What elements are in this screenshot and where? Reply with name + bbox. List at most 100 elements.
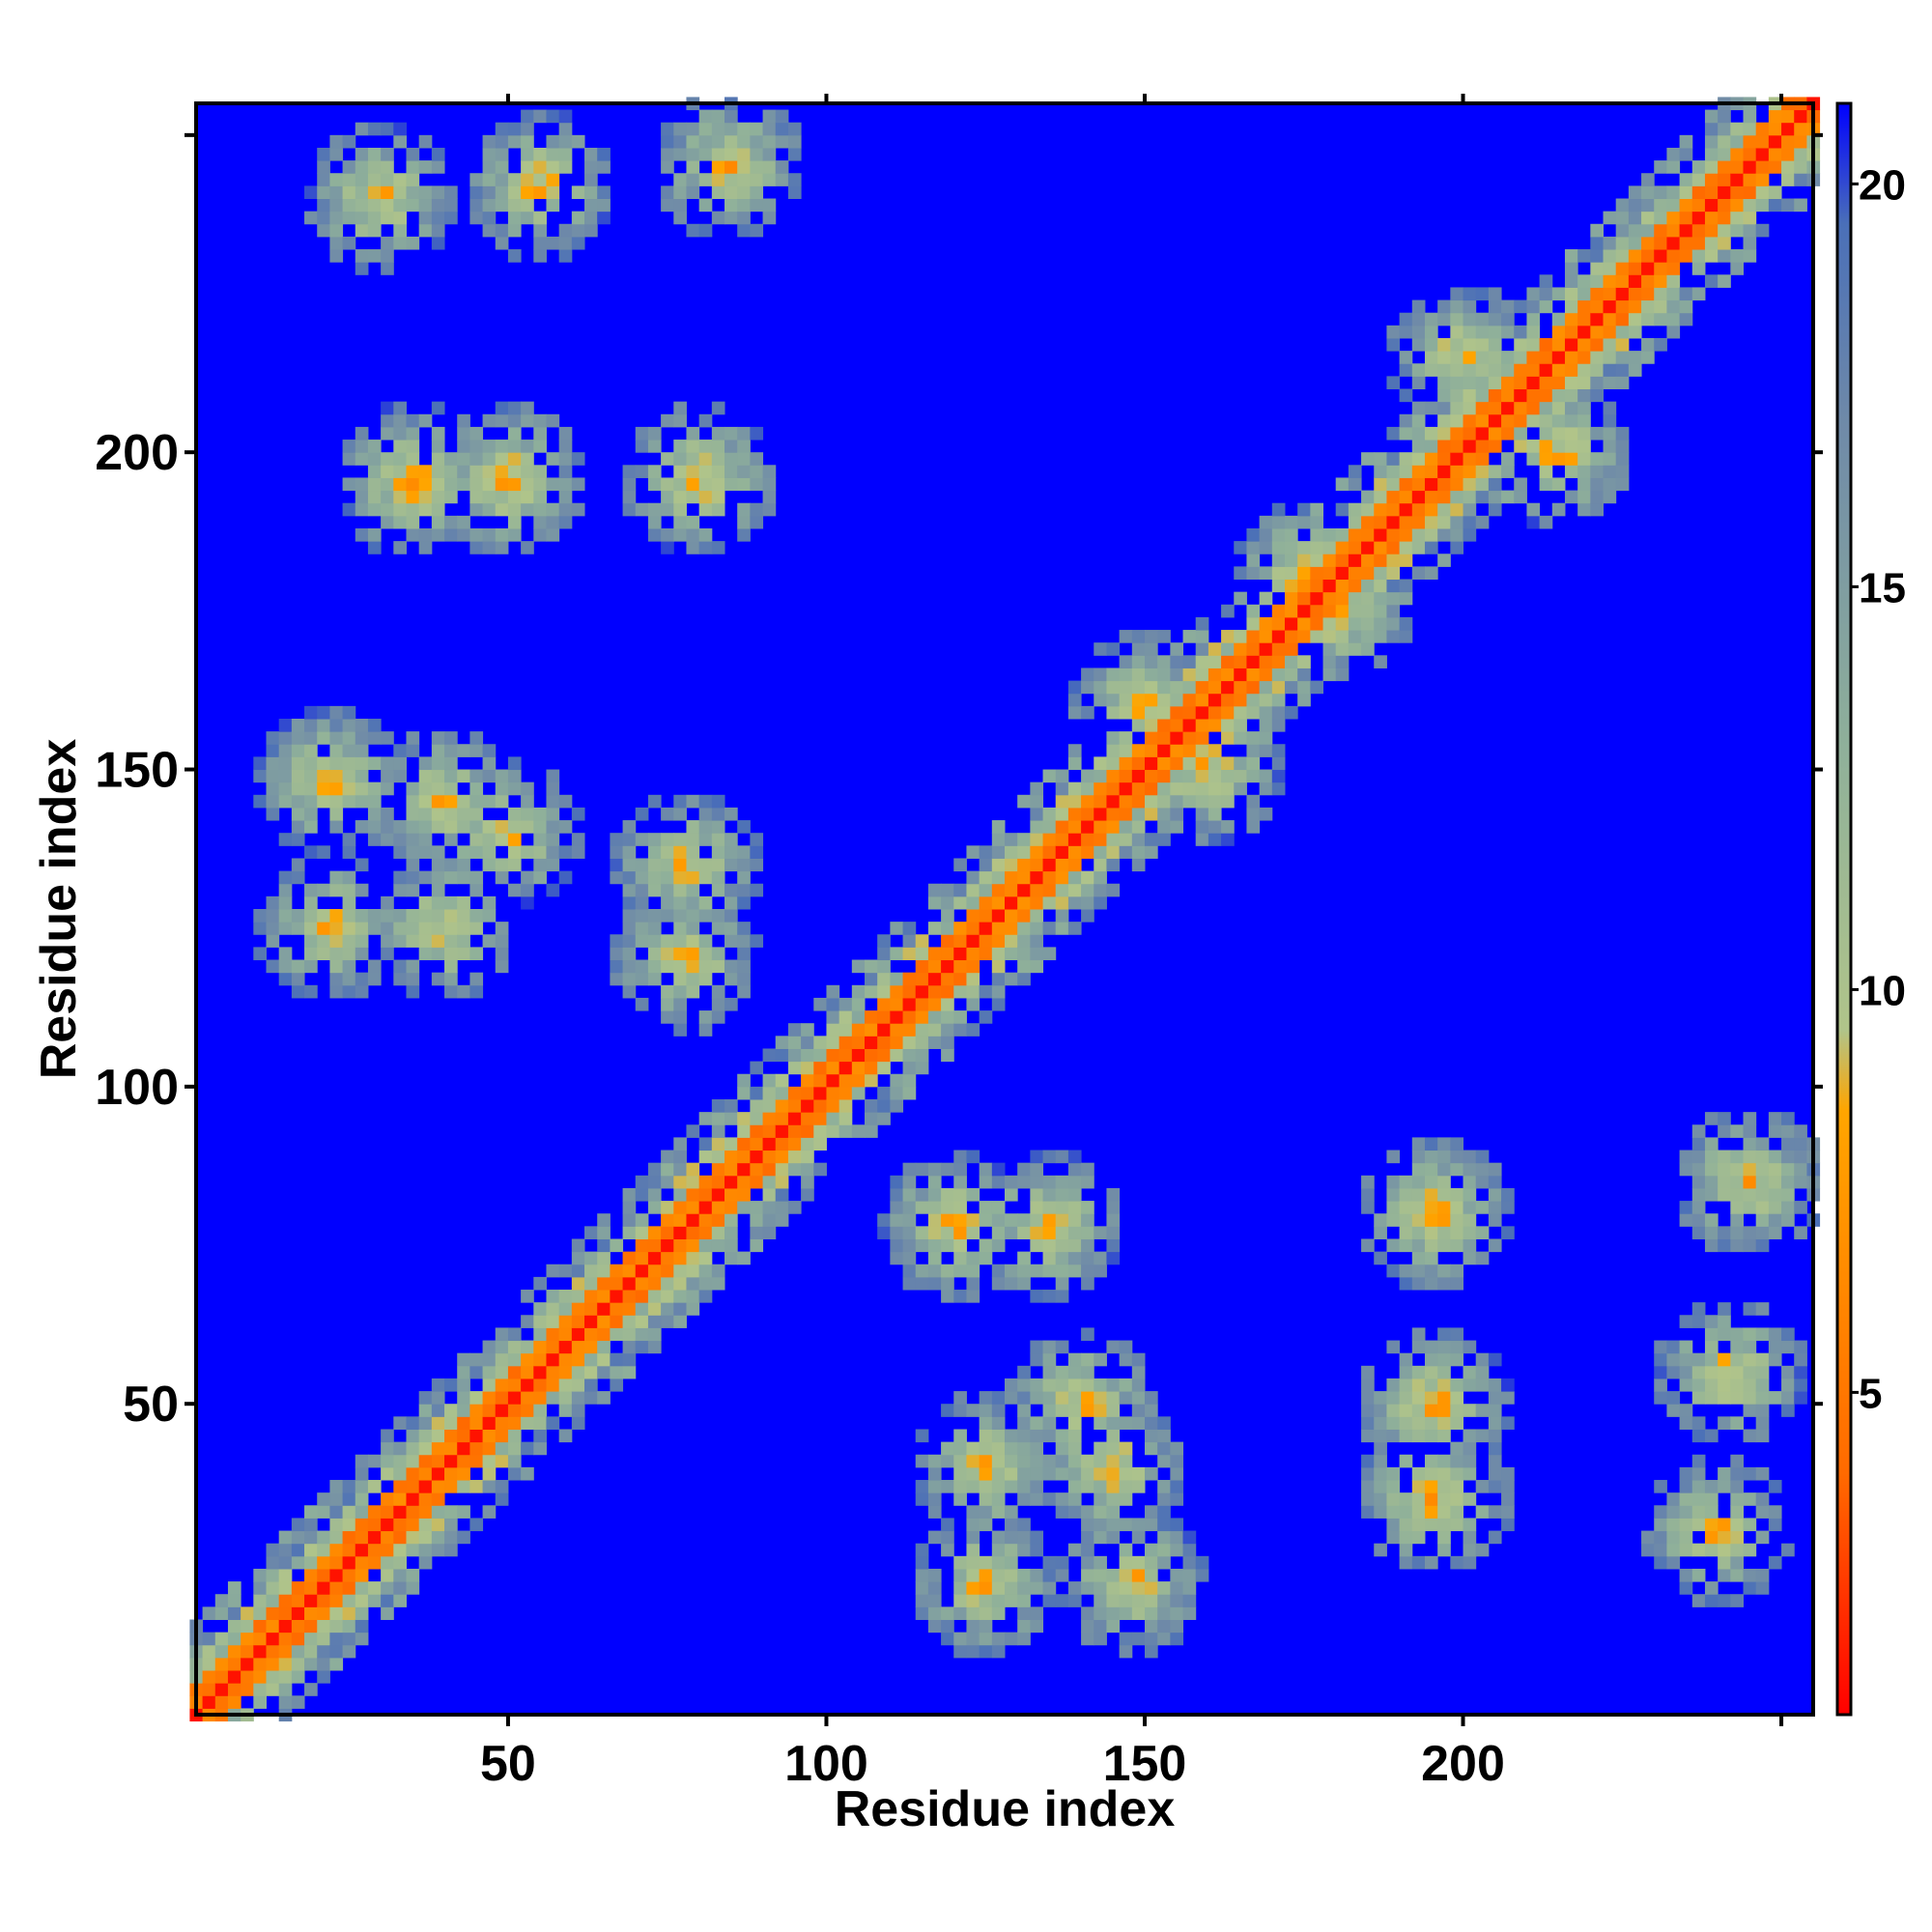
heatmap-cell (801, 1023, 814, 1037)
heatmap-cell (1424, 1454, 1438, 1468)
heatmap-cell (1488, 363, 1502, 377)
heatmap-cell (661, 134, 674, 149)
heatmap-cell (1755, 1530, 1770, 1545)
heatmap-cell (482, 1391, 497, 1405)
heatmap-cell (558, 1315, 573, 1328)
heatmap-cell (406, 502, 420, 517)
heatmap-cell (1564, 426, 1578, 440)
heatmap-cell (457, 1480, 470, 1493)
heatmap-cell (1386, 1492, 1401, 1506)
heatmap-cell (304, 1568, 318, 1582)
heatmap-cell (1094, 1606, 1107, 1620)
heatmap-cell (1297, 554, 1311, 567)
heatmap-cell (342, 909, 356, 923)
heatmap-cell (482, 794, 497, 809)
heatmap-cell (953, 959, 967, 974)
heatmap-cell (1424, 1162, 1438, 1177)
heatmap-cell (406, 465, 420, 478)
heatmap-cell (673, 122, 687, 136)
heatmap-cell (1284, 642, 1298, 656)
heatmap-cell (673, 909, 687, 923)
heatmap-cell (1691, 1150, 1706, 1164)
heatmap-cell (1374, 1416, 1387, 1430)
heatmap-cell (622, 845, 637, 859)
heatmap-cell (431, 465, 445, 478)
heatmap-cell (1119, 1480, 1133, 1493)
heatmap-cell (1017, 845, 1031, 859)
heatmap-cell (1094, 1416, 1107, 1430)
heatmap-cell (1081, 1391, 1094, 1405)
heatmap-cell (1564, 413, 1578, 428)
heatmap-cell (1259, 591, 1273, 606)
heatmap-cell (1564, 351, 1578, 364)
heatmap-cell (1042, 1365, 1057, 1379)
heatmap-cell (558, 1391, 573, 1405)
heatmap-cell (851, 1073, 866, 1088)
heatmap-cell (661, 1315, 674, 1328)
heatmap-cell (1743, 1492, 1757, 1506)
heatmap-cell (1463, 1226, 1477, 1239)
heatmap-cell (521, 122, 534, 136)
heatmap-cell (431, 490, 445, 504)
heatmap-cell (241, 1657, 254, 1671)
heatmap-cell (1005, 1429, 1018, 1443)
heatmap-cell (227, 1581, 242, 1595)
heatmap-cell (278, 1606, 293, 1620)
heatmap-cell (1475, 1162, 1490, 1177)
heatmap-cell (1411, 1276, 1426, 1291)
heatmap-cell (635, 502, 649, 517)
heatmap-cell (278, 883, 293, 897)
heatmap-cell (1017, 833, 1031, 846)
heatmap-cell (647, 959, 662, 974)
heatmap-cell (1781, 1340, 1795, 1354)
heatmap-cell (457, 1505, 470, 1519)
heatmap-cell (1755, 122, 1770, 136)
heatmap-cell (393, 1505, 407, 1519)
colorbar-tick-label: 5 (1859, 1370, 1882, 1417)
heatmap-cell (1411, 515, 1426, 529)
heatmap-cell (457, 769, 470, 783)
heatmap-cell (686, 1162, 700, 1177)
heatmap-cell (1564, 312, 1578, 327)
heatmap-cell (979, 909, 993, 923)
heatmap-cell (1450, 351, 1464, 364)
heatmap-cell (1081, 1276, 1094, 1291)
heatmap-cell (1182, 718, 1197, 732)
heatmap-cell (342, 934, 356, 948)
heatmap-cell (533, 807, 547, 821)
heatmap-cell (266, 1644, 280, 1659)
heatmap-cell (457, 1454, 470, 1468)
heatmap-cell (278, 922, 293, 935)
heatmap-cell (444, 465, 458, 478)
heatmap-cell (329, 731, 344, 745)
heatmap-cell (1450, 1327, 1464, 1342)
heatmap-cell (1106, 1606, 1121, 1620)
heatmap-cell (1361, 1391, 1375, 1405)
heatmap-cell (469, 477, 484, 492)
heatmap-cell (1144, 1466, 1158, 1481)
heatmap-cell (482, 845, 497, 859)
heatmap-cell (317, 947, 330, 961)
heatmap-cell (1131, 833, 1146, 846)
heatmap-cell (775, 1175, 789, 1189)
heatmap-cell (1221, 820, 1235, 834)
heatmap-cell (355, 794, 369, 809)
heatmap-cell (1081, 1238, 1094, 1253)
heatmap-cell (278, 870, 293, 885)
heatmap-cell (737, 122, 751, 136)
heatmap-cell (1386, 1238, 1401, 1253)
heatmap-cell (737, 211, 751, 225)
heatmap-cell (1718, 198, 1731, 213)
heatmap-cell (1042, 1175, 1057, 1189)
heatmap-cell (1755, 1391, 1770, 1405)
heatmap-cell (1386, 337, 1401, 352)
heatmap-cell (1157, 680, 1171, 695)
heatmap-cell (1374, 630, 1387, 643)
heatmap-cell (1067, 1365, 1082, 1379)
heatmap-cell (1450, 1238, 1464, 1253)
heatmap-cell (1234, 591, 1247, 606)
heatmap-cell (1017, 1162, 1031, 1177)
heatmap-cell (1361, 1238, 1375, 1253)
heatmap-cell (1030, 1175, 1044, 1189)
heatmap-cell (1055, 1226, 1069, 1239)
